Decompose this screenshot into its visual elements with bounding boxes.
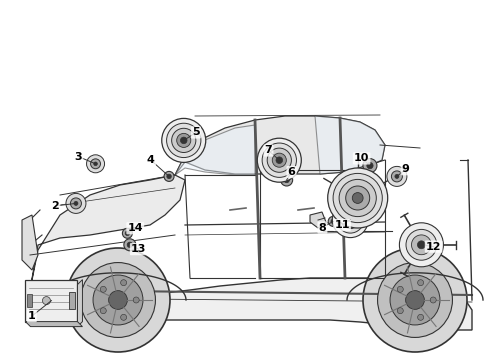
Circle shape xyxy=(127,242,133,248)
Circle shape xyxy=(121,314,126,320)
Circle shape xyxy=(80,262,155,337)
Text: 1: 1 xyxy=(28,311,36,321)
Circle shape xyxy=(390,275,440,325)
Circle shape xyxy=(346,215,355,224)
Polygon shape xyxy=(175,125,255,175)
Circle shape xyxy=(417,280,424,286)
Circle shape xyxy=(346,186,369,210)
Circle shape xyxy=(417,241,425,249)
Circle shape xyxy=(162,118,206,162)
Circle shape xyxy=(331,219,336,224)
Circle shape xyxy=(281,174,293,186)
Circle shape xyxy=(257,138,301,182)
Polygon shape xyxy=(175,116,385,175)
Circle shape xyxy=(397,286,403,292)
Circle shape xyxy=(177,133,191,148)
Circle shape xyxy=(91,159,100,169)
Circle shape xyxy=(66,248,170,352)
Circle shape xyxy=(43,297,50,305)
Text: 12: 12 xyxy=(426,242,441,252)
Circle shape xyxy=(262,143,296,177)
Polygon shape xyxy=(30,175,185,290)
Text: 8: 8 xyxy=(318,222,326,233)
Circle shape xyxy=(93,275,143,325)
Circle shape xyxy=(395,174,399,179)
Polygon shape xyxy=(25,321,82,327)
Circle shape xyxy=(397,308,403,314)
Circle shape xyxy=(399,223,443,267)
Text: 3: 3 xyxy=(74,152,82,162)
Circle shape xyxy=(94,162,98,166)
Bar xyxy=(27,294,32,307)
Circle shape xyxy=(328,168,388,228)
Circle shape xyxy=(121,280,126,286)
Polygon shape xyxy=(25,280,77,321)
Circle shape xyxy=(133,297,139,303)
Polygon shape xyxy=(30,278,472,330)
Circle shape xyxy=(167,123,201,158)
Circle shape xyxy=(406,229,437,260)
Circle shape xyxy=(100,286,106,292)
Text: 11: 11 xyxy=(334,220,350,230)
Circle shape xyxy=(267,148,292,172)
Circle shape xyxy=(332,202,368,238)
Circle shape xyxy=(71,198,81,209)
Polygon shape xyxy=(77,280,82,327)
Text: 14: 14 xyxy=(127,223,143,233)
Polygon shape xyxy=(315,116,385,174)
Circle shape xyxy=(406,291,424,309)
Circle shape xyxy=(125,231,130,235)
Circle shape xyxy=(392,171,402,182)
Text: 13: 13 xyxy=(131,244,147,254)
Circle shape xyxy=(272,153,286,167)
Circle shape xyxy=(172,128,196,153)
Circle shape xyxy=(284,177,290,183)
Polygon shape xyxy=(310,212,326,228)
Circle shape xyxy=(100,308,106,314)
Circle shape xyxy=(363,248,467,352)
Circle shape xyxy=(348,218,352,221)
Text: 4: 4 xyxy=(147,155,155,165)
Circle shape xyxy=(124,239,136,251)
Circle shape xyxy=(417,314,424,320)
Circle shape xyxy=(164,171,174,181)
Circle shape xyxy=(328,216,338,226)
Circle shape xyxy=(74,201,78,206)
Circle shape xyxy=(387,166,407,186)
Circle shape xyxy=(122,228,132,238)
Text: 7: 7 xyxy=(265,145,272,156)
Bar xyxy=(70,292,75,309)
Text: 9: 9 xyxy=(402,164,410,174)
Circle shape xyxy=(109,291,127,309)
Circle shape xyxy=(333,174,382,222)
Text: 5: 5 xyxy=(192,127,200,138)
Circle shape xyxy=(337,206,364,233)
Circle shape xyxy=(430,297,436,303)
Circle shape xyxy=(412,235,431,255)
Circle shape xyxy=(276,157,283,163)
Polygon shape xyxy=(22,215,38,270)
Text: 2: 2 xyxy=(51,201,59,211)
Text: 6: 6 xyxy=(288,167,295,177)
Circle shape xyxy=(87,155,104,173)
Circle shape xyxy=(180,137,187,144)
Circle shape xyxy=(339,179,376,217)
Circle shape xyxy=(363,159,377,172)
Circle shape xyxy=(342,211,359,229)
Text: 10: 10 xyxy=(354,153,369,163)
Circle shape xyxy=(378,262,452,337)
Circle shape xyxy=(66,193,86,213)
Circle shape xyxy=(367,162,373,169)
Circle shape xyxy=(352,193,363,203)
Circle shape xyxy=(167,174,172,179)
